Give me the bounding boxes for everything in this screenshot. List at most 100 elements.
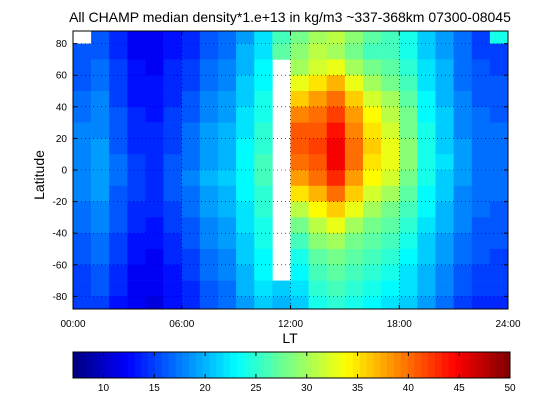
heatmap-cell — [363, 106, 382, 123]
heatmap-cell — [344, 138, 364, 155]
heatmap-cell — [399, 122, 418, 139]
heatmap-cell — [399, 201, 418, 218]
heatmap-cell — [109, 154, 128, 171]
heatmap-cell — [489, 122, 509, 139]
heatmap-cell — [471, 43, 491, 60]
y-axis-ticks: 80 60 40 20 0 -20 -40 -60 -80 — [53, 39, 508, 303]
heatmap-cell — [145, 138, 164, 155]
heatmap-cell — [145, 31, 164, 44]
colorbar-segment — [216, 352, 224, 378]
heatmap-cell — [127, 170, 146, 187]
heatmap-cell — [91, 31, 110, 44]
colorbar-segment — [257, 352, 265, 378]
heatmap-cell — [272, 280, 291, 297]
heatmap-cell — [145, 170, 164, 187]
heatmap-cell — [471, 201, 491, 218]
heatmap-cell — [417, 75, 436, 92]
heatmap-cell — [109, 43, 128, 60]
heatmap-cell — [199, 106, 219, 123]
heatmap-cell — [145, 233, 164, 250]
heatmap-cell — [471, 91, 491, 108]
heatmap-cell — [435, 122, 454, 139]
heatmap-cell — [326, 296, 346, 310]
heatmap-cell — [236, 280, 255, 297]
heatmap-cell — [199, 233, 219, 250]
heatmap-cell — [471, 233, 491, 250]
heatmap-cell — [381, 185, 400, 202]
colorbar-segment — [120, 352, 129, 378]
heatmap-cell — [91, 185, 110, 202]
heatmap-cell — [91, 280, 110, 297]
heatmap-cell — [326, 138, 346, 155]
heatmap-cell — [254, 248, 273, 266]
colorbar-segment — [148, 352, 156, 378]
heatmap-cell — [344, 43, 364, 60]
heatmap-cell — [290, 122, 309, 139]
heatmap-cell — [344, 31, 364, 44]
heatmap-cell — [109, 122, 128, 139]
colorbar-segment — [503, 352, 511, 378]
heatmap-cell — [109, 106, 128, 123]
heatmap-cell — [236, 264, 255, 281]
heatmap-cell — [181, 264, 201, 281]
colorbar-segment — [462, 352, 470, 378]
heatmap-cell — [145, 75, 164, 92]
heatmap-cell — [435, 233, 454, 250]
heatmap-cell — [163, 91, 183, 108]
heatmap-cell — [145, 106, 164, 123]
heatmap-cell — [363, 264, 382, 281]
heatmap-cell — [254, 138, 273, 155]
heatmap-cell — [417, 233, 436, 250]
heatmap-cell — [417, 264, 436, 281]
heatmap-cell — [199, 154, 219, 171]
heatmap-cell — [489, 91, 509, 108]
heatmap-cell — [254, 106, 273, 123]
heatmap-cell — [399, 59, 418, 76]
heatmap-cell — [127, 154, 146, 171]
colorbar-segment — [373, 352, 381, 378]
heatmap-cell — [236, 106, 255, 123]
heatmap-cell — [326, 217, 346, 234]
heatmap-cell — [73, 154, 92, 171]
heatmap-cell — [308, 296, 328, 310]
heatmap-cell — [344, 233, 364, 250]
colorbar-segment — [311, 352, 320, 378]
heatmap-cell — [326, 154, 346, 171]
heatmap-cell — [453, 264, 473, 281]
heatmap-cell — [254, 122, 273, 139]
heatmap-cell — [254, 233, 273, 250]
y-tick-label: 20 — [56, 134, 68, 145]
y-tick-label: -20 — [53, 197, 68, 208]
heatmap-cell — [109, 75, 128, 92]
heatmap-cell — [218, 122, 237, 139]
heatmap-cell — [489, 264, 509, 281]
heatmap-cell — [218, 31, 237, 44]
heatmap-cell — [181, 31, 201, 44]
heatmap-cell — [236, 43, 255, 60]
heatmap-cell — [73, 122, 92, 139]
heatmap-cell — [254, 43, 273, 60]
heatmap-cell — [363, 31, 382, 44]
heatmap-cell — [489, 201, 509, 218]
y-tick-label: -60 — [53, 260, 68, 271]
heatmap-cell — [399, 154, 418, 171]
heatmap-cell — [218, 248, 237, 266]
heatmap-cell — [417, 296, 436, 310]
colorbar-segment — [482, 352, 490, 378]
heatmap-cell — [417, 201, 436, 218]
colorbar-segment — [182, 352, 190, 378]
heatmap-cell — [381, 122, 400, 139]
x-tick-label: 12:00 — [278, 319, 303, 330]
heatmap-cell — [326, 280, 346, 297]
heatmap-cell — [236, 201, 255, 218]
heatmap-cell — [453, 233, 473, 250]
heatmap-cell — [399, 91, 418, 108]
heatmap-cell — [73, 201, 92, 218]
heatmap-cell — [344, 106, 364, 123]
heatmap-cell — [181, 91, 201, 108]
heatmap-cell — [236, 170, 255, 187]
heatmap-cell — [199, 43, 219, 60]
heatmap-cell — [381, 248, 400, 266]
heatmap-cell — [73, 59, 92, 76]
